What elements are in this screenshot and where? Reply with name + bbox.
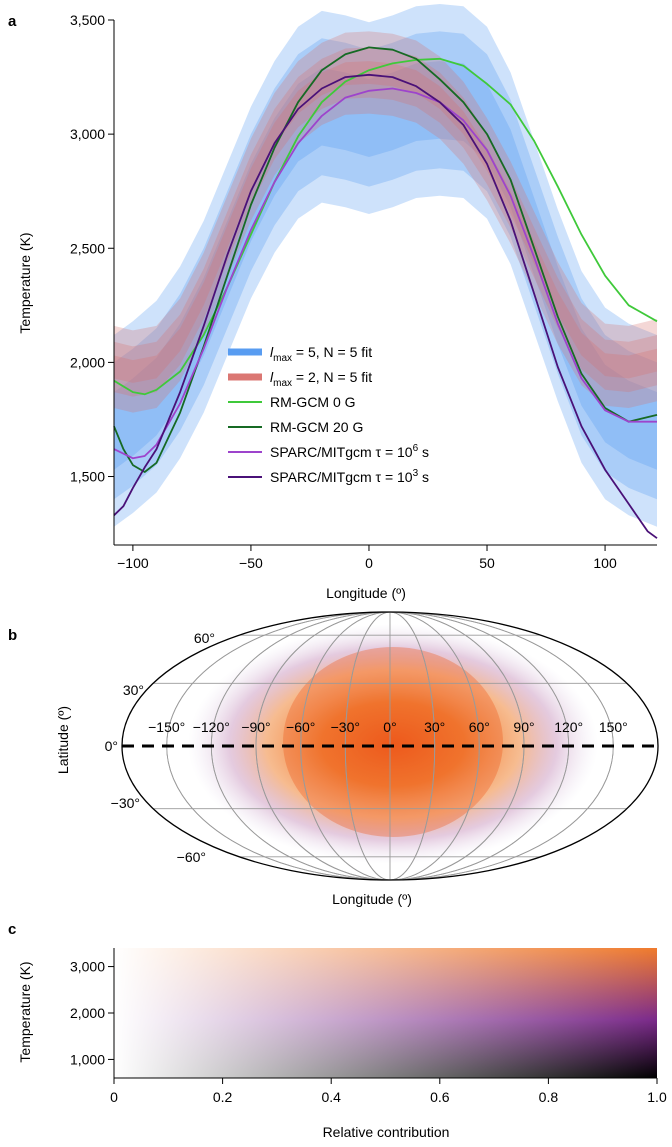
x-axis-label-b: Longitude (º) [332, 891, 412, 907]
latitude-label: 60° [194, 630, 215, 646]
x-tick-label-a: −50 [239, 555, 263, 571]
meridian [300, 612, 480, 880]
fit-band-lmax2-level-1 [114, 47, 657, 397]
fit-band-lmax5-level-1 [114, 31, 657, 500]
fit-band-lmax2-level-2 [114, 61, 657, 383]
longitude-label: 0° [383, 719, 396, 735]
panel-letter-a: a [8, 13, 17, 30]
y-tick-label-c: 3,000 [70, 959, 105, 975]
legend-label-0: lmax = 5, N = 5 fit [270, 344, 372, 364]
y-tick-label-a: 3,500 [70, 12, 105, 28]
model-lines [113, 46, 658, 539]
y-axis-label-c: Temperature (K) [17, 961, 33, 1062]
mollweide-map-panel-b: −150° −120° −90° −60° −30° 0° 30° 60° 90° 120° 150… [105, 611, 659, 881]
series-line-2 [113, 87, 657, 460]
map-labels: −150° −120° −90° −60° −30° 0° 30° 60° 90° 120° 150… [105, 630, 628, 865]
longitude-label: 150° [599, 719, 628, 735]
x-tick-label-c: 0.4 [321, 1089, 341, 1105]
x-tick-label-a: 0 [365, 555, 373, 571]
axes-panel-a: −100 −50 0 50 100 1,500 2,000 2,500 3,000 3,500 [70, 12, 657, 571]
line-chart-panel-a: −100 −50 0 50 100 1,500 2,000 2,500 3,000 3,500 l… [70, 4, 658, 571]
panel-letter-b: b [8, 627, 17, 644]
x-axis-label-a: Longitude (º) [326, 585, 406, 601]
y-tick-label-a: 2,500 [70, 240, 105, 256]
x-tick-label-a: 100 [593, 555, 617, 571]
legend-label-1: lmax = 2, N = 5 fit [270, 369, 372, 389]
x-tick-label-a: −100 [117, 555, 149, 571]
fit-band-lmax5-level-2 [114, 61, 657, 470]
longitude-label: −30° [331, 719, 360, 735]
x-tick-label-c: 0.6 [430, 1089, 450, 1105]
series-line-0 [113, 57, 658, 396]
latitude-label: −30° [111, 795, 140, 811]
legend-label-3: RM-GCM 20 G [270, 419, 363, 435]
panel-letter-c: c [8, 921, 16, 938]
legend-label-2: RM-GCM 0 G [270, 394, 356, 410]
x-tick-label-c: 0.8 [539, 1089, 559, 1105]
legend: lmax = 5, N = 5 fit lmax = 2, N = 5 fit RM… [228, 344, 429, 485]
x-tick-label-c: 1.0 [647, 1089, 667, 1105]
series-line-3 [113, 73, 658, 539]
longitude-label: −90° [241, 719, 270, 735]
y-axis-label-a: Temperature (K) [17, 232, 33, 333]
hotspot-heat [188, 624, 598, 864]
y-tick-label-c: 1,000 [70, 1051, 105, 1067]
fit-band-lmax2-level-0 [114, 31, 657, 413]
latitude-label: 0° [105, 738, 118, 754]
hotspot-core [283, 647, 503, 837]
x-axis-label-c: Relative contribution [323, 1124, 450, 1140]
fit-bands [114, 4, 657, 527]
legend-label-4: SPARC/MITgcm τ = 106 s [270, 443, 429, 460]
x-tick-label-a: 50 [479, 555, 495, 571]
fit-band-lmax5-level-0 [114, 4, 657, 527]
y-axis-label-b: Latitude (º) [55, 706, 71, 774]
series-line-1 [113, 46, 658, 473]
longitude-label: −60° [286, 719, 315, 735]
longitude-label: −120° [193, 719, 230, 735]
y-tick-label-a: 3,000 [70, 126, 105, 142]
axes-panel-c: 0 0.2 0.4 0.6 0.8 1.0 1,000 2,000 3,000 [70, 948, 667, 1105]
colormap-panel-c: 0 0.2 0.4 0.6 0.8 1.0 1,000 2,000 3,000 [70, 948, 667, 1105]
longitude-label: 90° [513, 719, 534, 735]
y-tick-label-c: 2,000 [70, 1005, 105, 1021]
longitude-label: 30° [424, 719, 445, 735]
y-tick-label-a: 1,500 [70, 469, 105, 485]
y-tick-label-a: 2,000 [70, 354, 105, 370]
longitude-label: 120° [554, 719, 583, 735]
latitude-label: 30° [123, 682, 144, 698]
colormap-contribution-gradient [114, 948, 657, 1078]
latitude-label: −60° [177, 849, 206, 865]
longitude-label: −150° [148, 719, 185, 735]
x-tick-label-c: 0.2 [213, 1089, 233, 1105]
legend-label-5: SPARC/MITgcm τ = 103 s [270, 468, 429, 485]
longitude-label: 60° [469, 719, 490, 735]
x-tick-label-c: 0 [110, 1089, 118, 1105]
